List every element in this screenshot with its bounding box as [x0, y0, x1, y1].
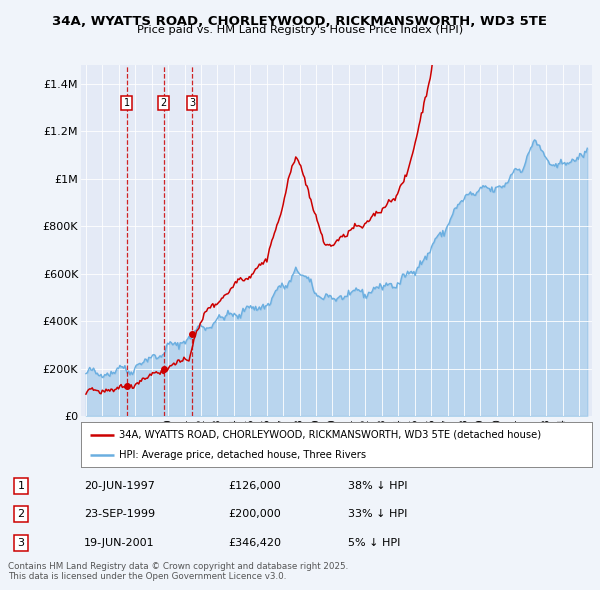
Text: 1: 1 [124, 98, 130, 108]
Text: 20-JUN-1997: 20-JUN-1997 [84, 481, 155, 491]
Text: This data is licensed under the Open Government Licence v3.0.: This data is licensed under the Open Gov… [8, 572, 286, 581]
Text: HPI: Average price, detached house, Three Rivers: HPI: Average price, detached house, Thre… [119, 450, 367, 460]
Text: 3: 3 [17, 537, 25, 548]
Text: 2: 2 [161, 98, 167, 108]
Text: 5% ↓ HPI: 5% ↓ HPI [348, 537, 400, 548]
Text: 23-SEP-1999: 23-SEP-1999 [84, 509, 155, 519]
Text: 38% ↓ HPI: 38% ↓ HPI [348, 481, 407, 491]
Text: 1: 1 [17, 481, 25, 491]
Text: 2: 2 [17, 509, 25, 519]
Text: Price paid vs. HM Land Registry's House Price Index (HPI): Price paid vs. HM Land Registry's House … [137, 25, 463, 35]
Text: Contains HM Land Registry data © Crown copyright and database right 2025.: Contains HM Land Registry data © Crown c… [8, 562, 348, 571]
Text: £126,000: £126,000 [228, 481, 281, 491]
Text: £200,000: £200,000 [228, 509, 281, 519]
Text: 33% ↓ HPI: 33% ↓ HPI [348, 509, 407, 519]
Text: £346,420: £346,420 [228, 537, 281, 548]
Text: 3: 3 [189, 98, 196, 108]
Text: 19-JUN-2001: 19-JUN-2001 [84, 537, 155, 548]
Text: 34A, WYATTS ROAD, CHORLEYWOOD, RICKMANSWORTH, WD3 5TE (detached house): 34A, WYATTS ROAD, CHORLEYWOOD, RICKMANSW… [119, 430, 541, 440]
Text: 34A, WYATTS ROAD, CHORLEYWOOD, RICKMANSWORTH, WD3 5TE: 34A, WYATTS ROAD, CHORLEYWOOD, RICKMANSW… [53, 15, 548, 28]
